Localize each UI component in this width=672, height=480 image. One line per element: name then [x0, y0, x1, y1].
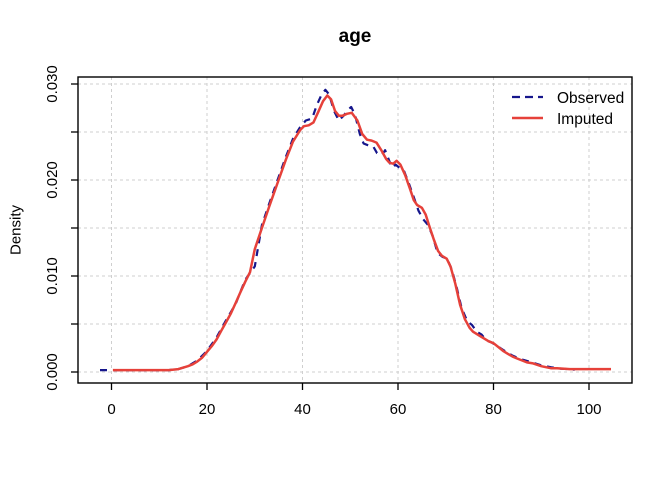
grid-lines: [78, 77, 632, 383]
legend-imputed-label: Imputed: [557, 111, 613, 128]
legend: Observed Imputed: [512, 90, 624, 128]
chart-title: age: [338, 26, 372, 47]
svg-text:60: 60: [390, 401, 407, 418]
axes: 0 20 40 60 80 100 0.000 0.010 0.020 0.030: [44, 65, 602, 418]
svg-text:40: 40: [294, 401, 311, 418]
svg-text:0.010: 0.010: [44, 257, 61, 295]
svg-text:100: 100: [576, 401, 601, 418]
svg-text:0.020: 0.020: [44, 161, 61, 199]
svg-text:80: 80: [485, 401, 502, 418]
svg-text:20: 20: [199, 401, 216, 418]
svg-text:0.000: 0.000: [44, 353, 61, 391]
legend-observed-label: Observed: [557, 90, 624, 107]
svg-text:0.030: 0.030: [44, 65, 61, 103]
curves: [100, 88, 611, 372]
svg-text:0: 0: [107, 401, 115, 418]
plot-border: [77, 76, 633, 384]
